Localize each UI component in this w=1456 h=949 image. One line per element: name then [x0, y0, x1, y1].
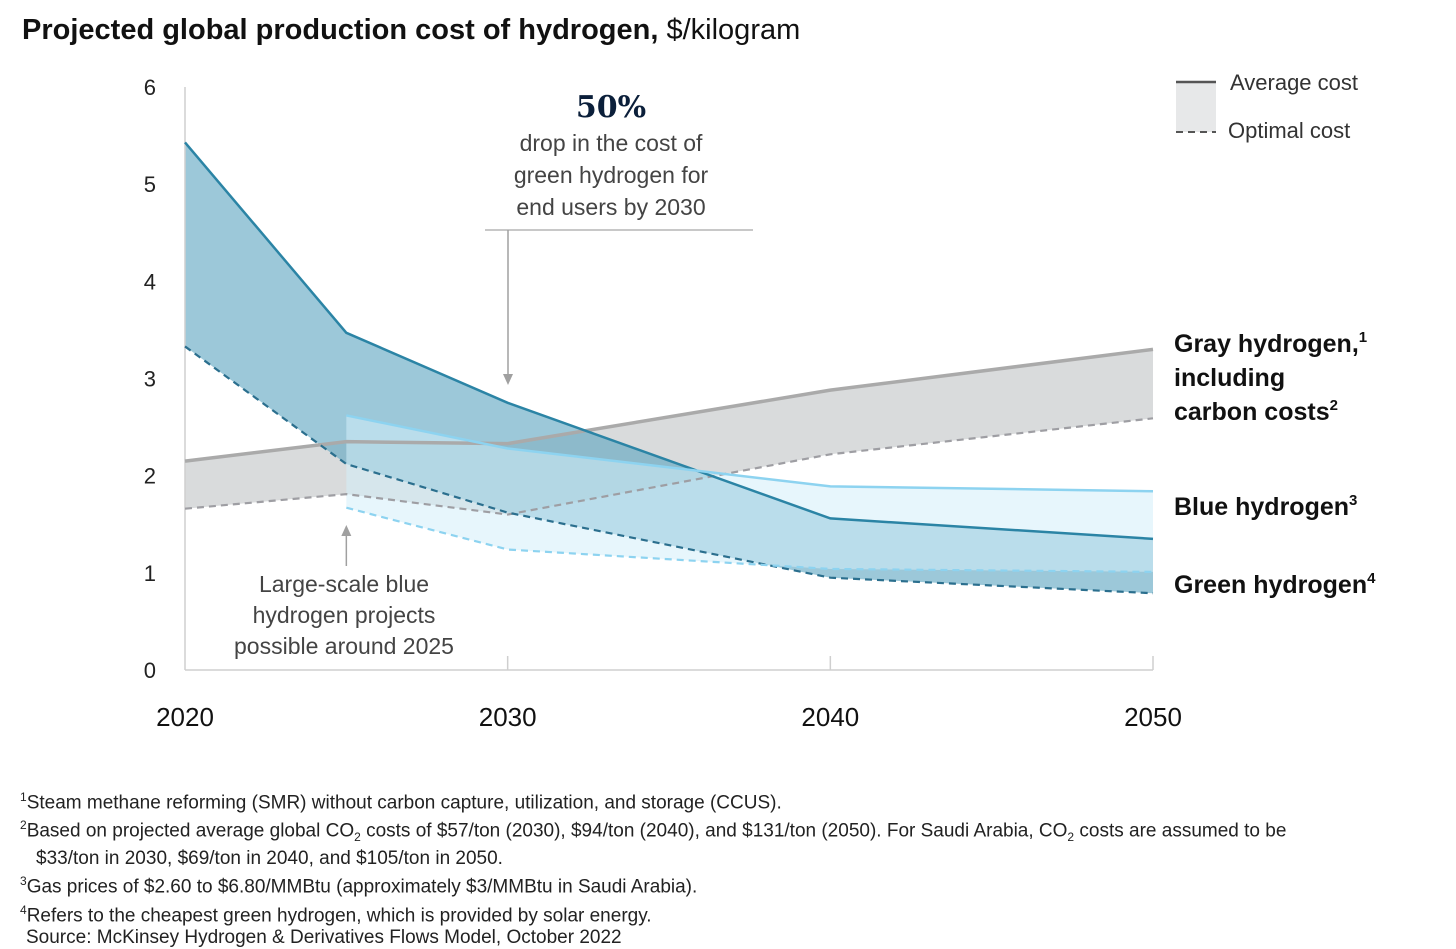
footnote-2-continued: $33/ton in 2030, $69/ton in 2040, and $1… — [36, 848, 503, 870]
green-average-line — [184, 141, 1154, 541]
y-tick-label: 4 — [144, 269, 156, 294]
blue-annotation-text: Large-scale blue — [259, 571, 429, 597]
drop-annotation-text: end users by 2030 — [516, 194, 705, 220]
source-note: Source: McKinsey Hydrogen & Derivatives … — [26, 927, 622, 949]
chart-title: Projected global production cost of hydr… — [22, 14, 800, 47]
hydrogen-cost-chart: 0 1 2 3 4 5 6 2020 2030 2040 2050 Gray hydrogen,1 i… — [144, 70, 1376, 732]
blue-annotation-text: possible around 2025 — [234, 633, 454, 659]
y-tick-label: 3 — [144, 367, 156, 392]
drop-annotation-text: drop in the cost of — [520, 130, 703, 156]
legend: Average cost Optimal cost — [1176, 70, 1358, 143]
gray-label: carbon costs2 — [1174, 397, 1338, 426]
y-tick-label: 6 — [144, 75, 156, 100]
axes: 0 1 2 3 4 5 6 2020 2030 2040 2050 — [144, 75, 1182, 732]
blue-annotation-arrowhead — [341, 525, 352, 536]
drop-headline: 50% — [576, 90, 646, 125]
gray-label: Gray hydrogen,1 — [1174, 329, 1367, 358]
blue-annotation-text: hydrogen projects — [253, 602, 436, 628]
blue-average-line — [346, 414, 1154, 493]
footnote-2: 2Based on projected average global CO2 c… — [20, 818, 1287, 845]
legend-average-label: Average cost — [1230, 70, 1358, 95]
drop-annotation-arrowhead — [503, 374, 513, 385]
chart-title-bold: Projected global production cost of hydr… — [22, 14, 659, 46]
series-fills — [185, 142, 1153, 594]
annotations: 50% drop in the cost of green hydrogen for… — [234, 90, 753, 659]
y-tick-label: 2 — [144, 464, 156, 489]
y-tick-label: 1 — [144, 561, 156, 586]
series-labels: Gray hydrogen,1 including carbon costs2 Blu… — [1174, 329, 1376, 599]
x-tick-label: 2040 — [801, 702, 859, 732]
green-label-footnote-mark: 4 — [1367, 570, 1376, 587]
gray-average-line — [184, 347, 1154, 463]
x-tick-label: 2050 — [1124, 702, 1182, 732]
blue-optimal-line — [346, 506, 1154, 573]
legend-range-swatch — [1176, 82, 1216, 132]
footnote-4: 4Refers to the cheapest green hydrogen, … — [20, 902, 652, 927]
chart-title-unit: $/kilogram — [666, 14, 801, 46]
drop-annotation-text: green hydrogen for — [514, 162, 709, 188]
footnotes: 1Steam methane reforming (SMR) without c… — [20, 786, 1286, 949]
series-lines — [184, 141, 1154, 595]
footnote-3: 3Gas prices of $2.60 to $6.80/MMBtu (app… — [20, 874, 698, 898]
green-optimal-line — [184, 345, 1154, 595]
green-label: Green hydrogen4 — [1174, 570, 1376, 599]
legend-optimal-label: Optimal cost — [1228, 118, 1350, 143]
blue-range-fill — [346, 415, 1153, 572]
y-tick-label: 5 — [144, 172, 156, 197]
blue-label: Blue hydrogen3 — [1174, 492, 1357, 521]
gray-label-footnote-mark: 1 — [1359, 329, 1367, 346]
footnote-1: 1Steam methane reforming (SMR) without c… — [20, 790, 782, 814]
gray-label-footnote-mark: 2 — [1330, 397, 1338, 414]
gray-label: including — [1174, 364, 1285, 392]
blue-label-footnote-mark: 3 — [1349, 492, 1357, 509]
gray-optimal-line — [184, 417, 1154, 516]
x-tick-label: 2030 — [479, 702, 537, 732]
y-tick-label: 0 — [144, 658, 156, 683]
x-tick-label: 2020 — [156, 702, 214, 732]
